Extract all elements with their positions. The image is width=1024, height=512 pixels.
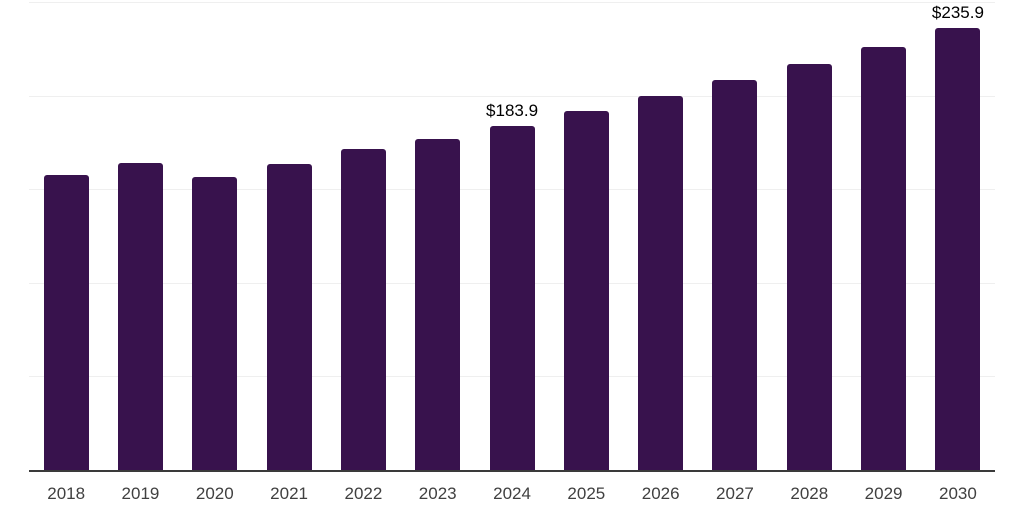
bar-2018[interactable] (43, 174, 89, 470)
x-tick-label: 2019 (121, 484, 160, 503)
bar-slot: 2028 (772, 2, 846, 502)
bar-2022[interactable] (340, 148, 386, 470)
bar-slot: $183.9 2024 (475, 2, 549, 502)
x-tick-label: 2027 (716, 484, 754, 503)
bar-2030[interactable] (935, 28, 981, 470)
x-tick-label: 2026 (641, 484, 680, 503)
bar-2019[interactable] (117, 163, 163, 470)
bar-2028[interactable] (786, 63, 832, 470)
bar-slot: 2023 (401, 2, 475, 502)
x-tick-label: 2023 (418, 484, 457, 503)
x-tick-label: 2029 (864, 484, 903, 503)
bar-slot: 2021 (252, 2, 326, 502)
x-tick-label: 2022 (344, 484, 383, 503)
x-tick-label: 2018 (47, 484, 86, 503)
bar-slot: $235.9 2030 (921, 2, 995, 502)
bar-2029[interactable] (861, 46, 907, 470)
bars-layer: 2018 2019 2020 2021 2022 2023 $183.9 2024 2025 20… (29, 2, 995, 502)
x-tick-label: 2024 (493, 484, 531, 503)
x-tick-label: 2025 (567, 484, 606, 503)
gridline (29, 95, 995, 97)
bar-2024[interactable] (489, 125, 535, 470)
bar-slot: 2018 (29, 2, 103, 502)
bar-value-label: $183.9 (486, 100, 539, 120)
plot-area: 2018 2019 2020 2021 2022 2023 $183.9 2024 2025 20… (29, 2, 995, 502)
x-tick-label: 2030 (938, 484, 977, 503)
bar-2023[interactable] (415, 138, 461, 470)
bar-slot: 2020 (178, 2, 252, 502)
bar-2027[interactable] (712, 80, 758, 470)
bar-slot: 2022 (326, 2, 400, 502)
bar-2025[interactable] (563, 111, 609, 470)
bar-slot: 2027 (698, 2, 772, 502)
x-tick-label: 2021 (270, 484, 309, 503)
bar-slot: 2025 (549, 2, 623, 502)
gridline (29, 2, 995, 3)
bar-slot: 2029 (846, 2, 920, 502)
x-tick-label: 2028 (790, 484, 829, 503)
bar-2021[interactable] (266, 163, 312, 470)
bar-2020[interactable] (192, 177, 238, 470)
x-axis-line (29, 470, 995, 472)
x-tick-label: 2020 (195, 484, 234, 503)
bar-slot: 2026 (624, 2, 698, 502)
bar-2026[interactable] (638, 95, 684, 470)
bar-slot: 2019 (103, 2, 177, 502)
bar-value-label: $235.9 (931, 3, 984, 23)
